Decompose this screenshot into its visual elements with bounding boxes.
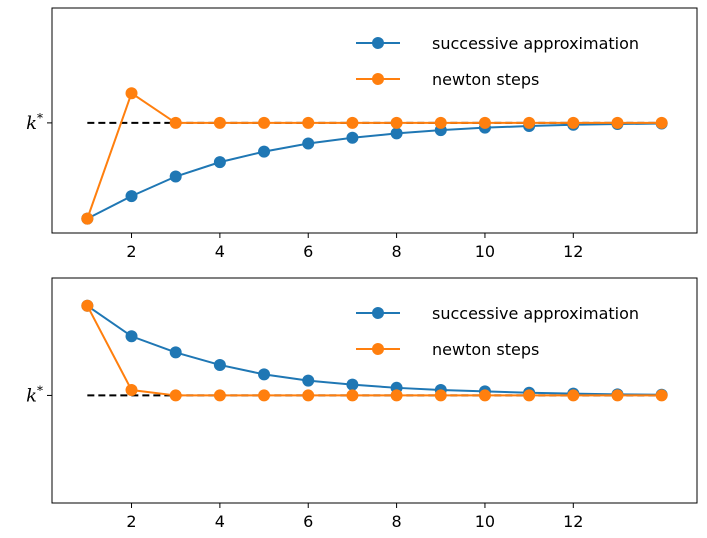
data-point [390,127,403,140]
data-point [478,389,491,402]
legend-marker [372,343,384,355]
data-point [169,346,182,359]
x-tick-label: 4 [215,242,225,261]
data-point [81,212,94,225]
x-tick-label: 10 [475,242,495,261]
x-tick-label: 6 [303,242,313,261]
plot-frame [51,7,698,234]
data-point [258,116,271,129]
data-point [434,116,447,129]
series-newton-steps [81,299,668,402]
x-tick-label: 2 [126,512,136,531]
data-point [169,116,182,129]
data-point [125,384,138,397]
data-point [567,389,580,402]
series-newton-steps [81,87,668,225]
data-point [567,116,580,129]
data-point [302,116,315,129]
data-point [346,116,359,129]
data-point [258,368,271,381]
series-line [86,91,662,219]
data-point [655,389,668,402]
data-point [390,116,403,129]
data-point [169,389,182,402]
chart-panel-2: 2 4 6 8 10 12 k* successive approximation newton… [26,277,698,531]
data-point [213,358,226,371]
legend-label: successive approximation [432,34,639,53]
plot-frame [51,277,698,504]
x-tick-label: 10 [475,512,495,531]
series-line [86,122,662,220]
x-tick-label: 8 [391,242,401,261]
data-point [611,116,624,129]
y-tick-label-k-star: k* [26,383,43,406]
chart-panel-1: 2 4 6 8 10 12 k* successive approximation newton… [26,7,698,261]
data-point [258,145,271,158]
series-line [86,304,662,396]
legend-marker [372,37,384,49]
legend-marker [372,73,384,85]
legend: successive approximation newton steps [356,304,639,359]
data-point [125,190,138,203]
data-point [213,389,226,402]
data-point [390,389,403,402]
data-point [302,137,315,150]
series-line [86,305,662,397]
series-successive-approximation [81,117,668,225]
x-tick-label: 8 [391,512,401,531]
data-point [478,116,491,129]
data-point [258,389,271,402]
legend-label: successive approximation [432,304,639,323]
data-point [434,389,447,402]
data-point [302,389,315,402]
data-point [346,378,359,391]
x-tick-label: 6 [303,512,313,531]
x-tick-label: 12 [563,512,583,531]
legend-label: newton steps [432,70,539,89]
data-point [302,374,315,387]
data-point [346,131,359,144]
data-point [81,299,94,312]
data-point [125,87,138,100]
x-tick-label: 12 [563,242,583,261]
data-point [523,389,536,402]
legend-marker [372,307,384,319]
x-tick-label: 2 [126,242,136,261]
legend: successive approximation newton steps [356,34,639,89]
data-point [655,116,668,129]
data-point [346,389,359,402]
x-tick-label: 4 [215,512,225,531]
data-point [213,156,226,169]
data-point [125,330,138,343]
data-point [213,116,226,129]
data-point [611,389,624,402]
y-tick-label-k-star: k* [26,111,43,134]
legend-label: newton steps [432,340,539,359]
data-point [523,116,536,129]
data-point [169,170,182,183]
